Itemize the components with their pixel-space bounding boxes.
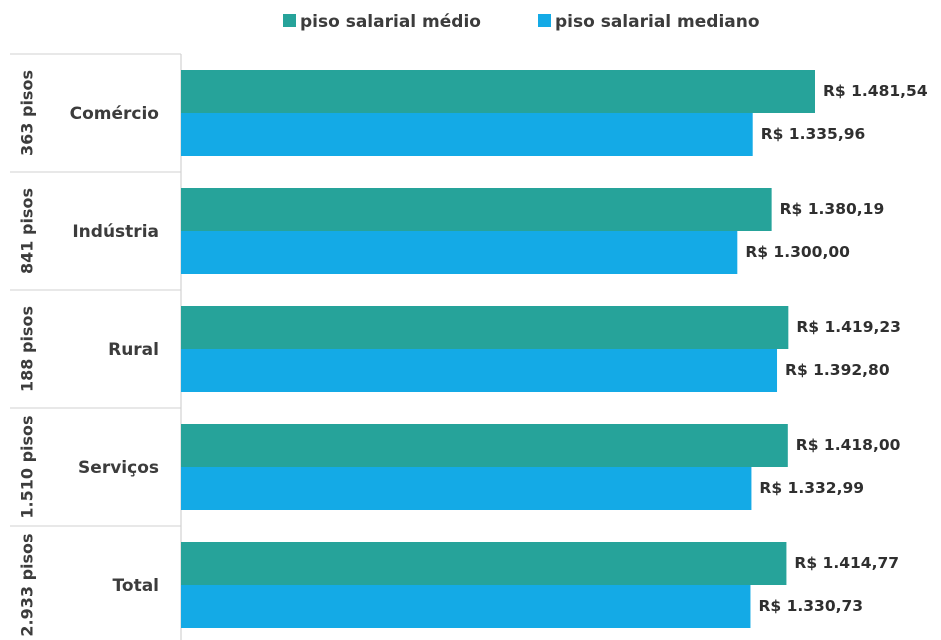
value-label-total-medio: R$ 1.414,77	[794, 554, 899, 572]
bar-rural-medio	[181, 306, 789, 349]
legend-swatch-mediano	[538, 14, 551, 27]
category-label-servicos: Serviços	[78, 458, 159, 478]
bar-industria-medio	[181, 188, 772, 231]
bar-rural-mediano	[181, 349, 778, 392]
value-label-industria-mediano: R$ 1.300,00	[745, 243, 850, 261]
bar-industria-mediano	[181, 231, 738, 274]
group-label-total: 2.933 pisos	[18, 533, 37, 636]
value-label-rural-medio: R$ 1.419,23	[796, 318, 901, 336]
bar-servicos-mediano	[181, 467, 752, 510]
bar-total-medio	[181, 542, 787, 585]
category-label-comercio: Comércio	[70, 104, 159, 124]
legend-swatch-medio	[283, 14, 296, 27]
category-label-rural: Rural	[108, 340, 159, 360]
value-label-servicos-mediano: R$ 1.332,99	[759, 479, 864, 497]
bar-servicos-medio	[181, 424, 788, 467]
group-label-comercio: 363 pisos	[18, 70, 37, 156]
category-label-industria: Indústria	[72, 222, 159, 242]
bar-total-mediano	[181, 585, 751, 628]
legend-label-medio: piso salarial médio	[300, 12, 481, 32]
value-label-comercio-medio: R$ 1.481,54	[823, 82, 928, 100]
plot-area: 363 pisos Comércio R$ 1.481,54 R$ 1.335,96 8…	[10, 53, 928, 640]
value-label-comercio-mediano: R$ 1.335,96	[761, 125, 866, 143]
group-label-industria: 841 pisos	[18, 188, 37, 274]
bar-comercio-mediano	[181, 113, 753, 156]
value-label-rural-mediano: R$ 1.392,80	[785, 361, 890, 379]
group-label-rural: 188 pisos	[18, 306, 37, 392]
bar-comercio-medio	[181, 70, 815, 113]
legend-label-mediano: piso salarial mediano	[555, 12, 760, 32]
value-label-industria-medio: R$ 1.380,19	[780, 200, 885, 218]
value-label-servicos-medio: R$ 1.418,00	[796, 436, 901, 454]
value-label-total-mediano: R$ 1.330,73	[758, 597, 863, 615]
group-label-servicos: 1.510 pisos	[18, 415, 37, 518]
legend: piso salarial médio piso salarial mediano	[283, 12, 760, 32]
category-label-total: Total	[113, 576, 159, 596]
